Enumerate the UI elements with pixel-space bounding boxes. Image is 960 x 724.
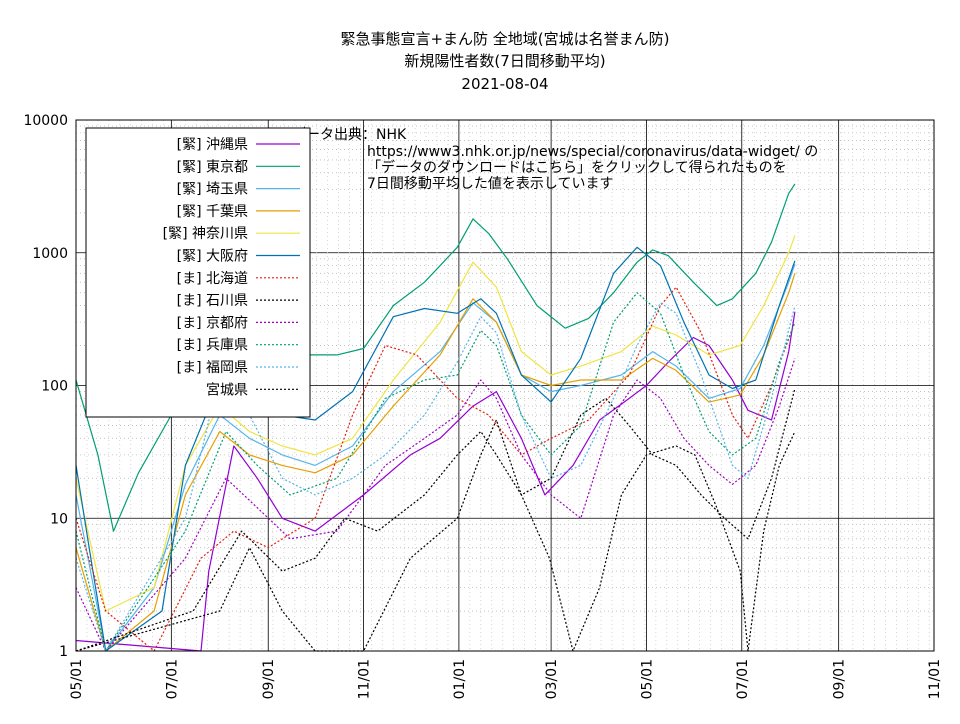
plot-frame: [75, 119, 935, 652]
x-tick-label: 11/01: [357, 659, 373, 699]
y-tick-label: 100: [41, 379, 68, 395]
y-tick-label: 1: [59, 644, 68, 660]
legend-label: [緊] 沖縄県: [177, 137, 248, 153]
x-tick-label: 11/01: [927, 659, 943, 699]
legend-label: [緊] 埼玉県: [177, 182, 248, 198]
legend-label: [緊] 神奈川県: [163, 226, 248, 242]
x-tick-label: 09/01: [832, 659, 848, 699]
series-line: [75, 388, 796, 652]
legend-box: [85, 127, 311, 418]
annotation-line-2: https://www3.nhk.or.jp/news/special/coro…: [367, 144, 818, 160]
y-tick-label: 1000: [32, 246, 68, 262]
series-line: [75, 419, 796, 652]
x-tick-label: 07/01: [735, 659, 751, 699]
chart-titles: 緊急事態宣言+まん防 全地域(宮城は名誉まん防) 新規陽性者数(7日間移動平均)…: [340, 30, 669, 93]
series-line: [75, 311, 796, 652]
legend-label: [ま] 福岡県: [177, 360, 248, 376]
x-tick-label: 09/01: [261, 659, 277, 699]
x-axis-ticks: 05/01 07/01 09/01 11/01 01/01 03/01 05/01 07/01…: [69, 659, 943, 699]
annotation-line-4: 7日間移動平均した値を表示しています: [367, 176, 614, 192]
legend-label: [ま] 京都府: [177, 315, 248, 331]
y-tick-label: 10000: [23, 113, 68, 129]
chart-title-line-1: 緊急事態宣言+まん防 全地域(宮城は名誉まん防): [340, 30, 669, 48]
x-tick-label: 05/01: [639, 659, 655, 699]
legend-label: [ま] 北海道: [177, 271, 248, 287]
legend: [緊] 沖縄県 [緊] 東京都 [緊] 埼玉県 [緊] 千葉県 [緊] 神奈川県 [緊] …: [85, 127, 311, 418]
series-line: [75, 264, 796, 652]
legend-label: 宮城県: [206, 382, 248, 398]
x-tick-label: 05/01: [69, 659, 85, 699]
legend-label: [緊] 千葉県: [177, 204, 248, 220]
x-tick-label: 03/01: [544, 659, 560, 699]
annotation-line-3: 「データのダウンロードはこちら」をクリックして得られたものを: [367, 159, 787, 176]
annotation-line-1: データ出典：NHK: [292, 126, 407, 143]
source-annotation: データ出典：NHK https://www3.nhk.or.jp/news/sp…: [292, 126, 818, 192]
y-axis-ticks: 1 10 100 1000 10000: [23, 113, 68, 660]
series-line: [75, 273, 796, 652]
series-line: [75, 286, 796, 652]
x-tick-label: 01/01: [452, 659, 468, 699]
legend-label: [緊] 大阪府: [177, 249, 248, 265]
y-tick-label: 10: [50, 511, 68, 527]
x-tick-label: 07/01: [164, 659, 180, 699]
series-line: [75, 358, 796, 652]
legend-label: [ま] 石川県: [177, 293, 248, 309]
chart-title-line-2: 新規陽性者数(7日間移動平均): [404, 52, 605, 70]
chart-title-line-3: 2021-08-04: [461, 75, 548, 93]
legend-label: [緊] 東京都: [177, 159, 248, 175]
series-line: [75, 292, 796, 652]
legend-label: [ま] 兵庫県: [177, 337, 248, 354]
